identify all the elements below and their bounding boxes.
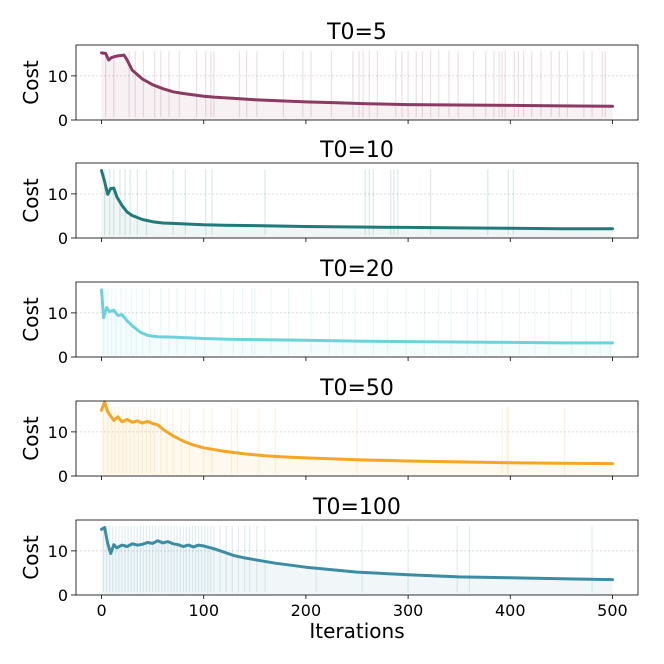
panel-frame: [75, 44, 639, 121]
best-cost-line: [100, 288, 614, 345]
panel-frame: [75, 162, 639, 239]
x-tick-label: 400: [495, 601, 526, 620]
y-axis-label: Cost: [19, 297, 43, 342]
panel-4: T0=50 Cost 0 10: [19, 376, 639, 486]
x-tick-label: 300: [393, 601, 424, 620]
y-tick-label: 0: [58, 111, 68, 130]
panel-title: T0=20: [319, 257, 394, 282]
y-tick-label: 10: [48, 67, 68, 86]
panel-title: T0=10: [319, 138, 394, 163]
explored-cost-area: [101, 289, 613, 357]
x-axis-label: Iterations: [309, 619, 404, 643]
y-tick-label: 0: [58, 229, 68, 248]
y-tick-label: 0: [58, 467, 68, 486]
y-tick-label: 10: [48, 185, 68, 204]
y-axis-label: Cost: [19, 178, 43, 223]
y-tick-label: 10: [48, 423, 68, 442]
best-cost-line: [100, 400, 614, 466]
x-tick-label: 500: [597, 601, 628, 620]
explored-cost-area: [101, 527, 613, 595]
panel-3: T0=20 Cost 0 10: [19, 257, 639, 367]
panel-title: T0=100: [312, 495, 401, 520]
y-tick-label: 0: [58, 586, 68, 605]
y-tick-label: 10: [48, 542, 68, 561]
panel-title: T0=50: [319, 376, 394, 401]
y-tick-label: 0: [58, 348, 68, 367]
panel-1: T0=5 Cost 0 10: [19, 20, 639, 130]
y-axis-label: Cost: [19, 60, 43, 105]
y-axis-label: Cost: [19, 416, 43, 461]
explored-cost-area: [101, 52, 613, 120]
best-cost-line: [100, 169, 614, 231]
explored-cost-area: [101, 401, 613, 476]
best-cost-line: [100, 51, 614, 108]
best-cost-line: [100, 526, 614, 582]
panel-2: T0=10 Cost 0 10: [19, 138, 639, 248]
y-tick-label: 10: [48, 304, 68, 323]
explored-cost-area: [101, 170, 613, 238]
panel-frame: [75, 400, 639, 477]
y-axis-label: Cost: [19, 535, 43, 580]
panel-frame: [75, 519, 639, 596]
x-tick-label: 100: [188, 601, 219, 620]
x-tick-label: 0: [96, 601, 106, 620]
panel-frame: [75, 281, 639, 358]
panel-title: T0=5: [326, 20, 387, 45]
x-tick-label: 200: [291, 601, 322, 620]
